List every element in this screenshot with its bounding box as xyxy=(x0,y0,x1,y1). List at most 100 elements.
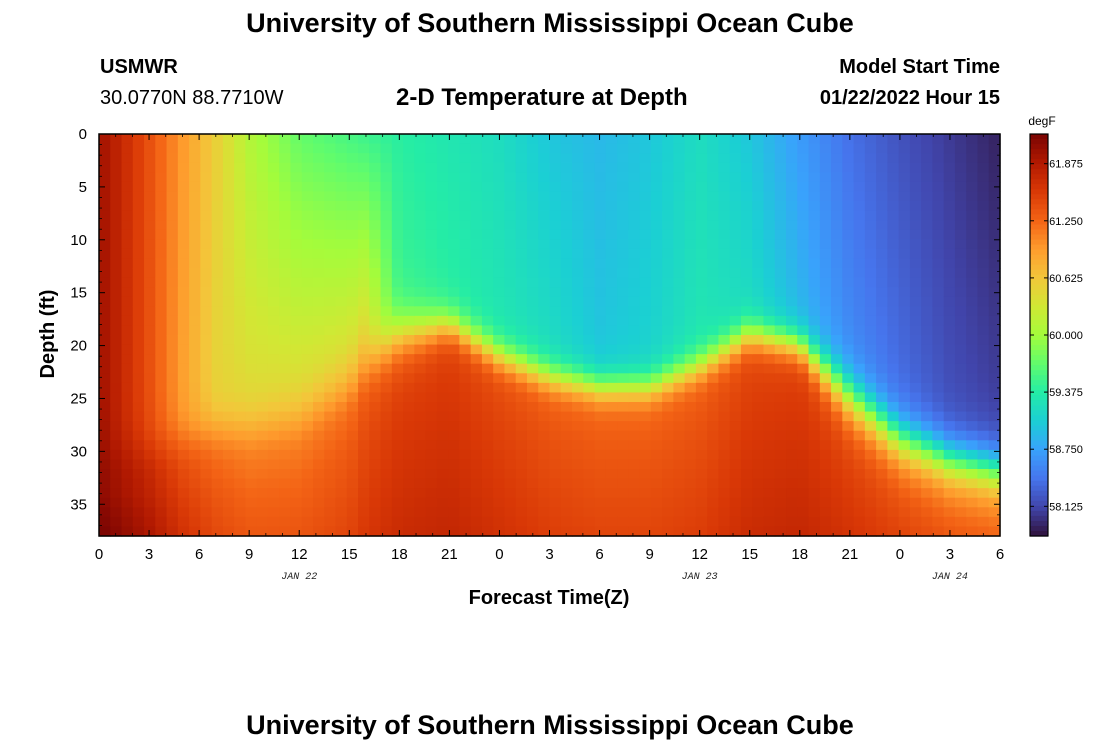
heatmap-cell xyxy=(493,181,506,193)
heatmap-cell xyxy=(470,229,483,240)
heatmap-cell xyxy=(763,507,776,518)
heatmap-cell xyxy=(921,229,934,240)
heatmap-cell xyxy=(301,478,314,489)
heatmap-cell xyxy=(279,296,292,307)
heatmap-cell xyxy=(515,296,528,307)
x-tick-label: 15 xyxy=(341,546,358,563)
heatmap-cell xyxy=(211,306,224,317)
heatmap-cell xyxy=(144,488,156,499)
heatmap-cell xyxy=(470,469,483,480)
heatmap-cell xyxy=(819,382,832,394)
heatmap-cell xyxy=(572,229,584,240)
heatmap-cell xyxy=(459,181,472,193)
heatmap-cell xyxy=(177,478,190,489)
heatmap-cell xyxy=(526,382,539,394)
heatmap-cell xyxy=(110,239,123,250)
heatmap-cell xyxy=(189,287,201,298)
heatmap-cell xyxy=(504,143,517,154)
heatmap-cell xyxy=(132,344,145,355)
heatmap-cell xyxy=(189,325,201,336)
colorbar-tick-label: 58.125 xyxy=(1049,501,1083,513)
heatmap-cell xyxy=(718,220,731,231)
heatmap-cell xyxy=(290,201,303,212)
heatmap-cell xyxy=(245,497,258,508)
heatmap-cell xyxy=(222,277,235,288)
heatmap-cell xyxy=(842,344,855,355)
heatmap-cell xyxy=(425,162,438,173)
heatmap-cell xyxy=(932,153,945,164)
heatmap-cell xyxy=(639,363,652,374)
heatmap-cell xyxy=(132,459,145,470)
heatmap-cell xyxy=(943,162,956,173)
heatmap-cell xyxy=(110,325,123,336)
heatmap-cell xyxy=(324,191,337,202)
heatmap-cell xyxy=(831,392,843,403)
heatmap-cell xyxy=(864,287,877,298)
heatmap-cell xyxy=(864,459,877,470)
heatmap-cell xyxy=(673,373,686,384)
heatmap-cell xyxy=(166,220,179,231)
colorbar-tick-label: 59.375 xyxy=(1049,387,1083,399)
heatmap-cell xyxy=(583,488,596,499)
heatmap-cell xyxy=(526,296,539,307)
heatmap-cell xyxy=(909,335,922,346)
heatmap-cell xyxy=(549,497,562,508)
heatmap-cell xyxy=(189,411,201,422)
heatmap-cell xyxy=(718,526,731,537)
heatmap-cell xyxy=(740,363,753,374)
heatmap-cell xyxy=(628,421,641,432)
heatmap-cell xyxy=(684,516,697,528)
heatmap-cell xyxy=(695,296,708,307)
heatmap-cell xyxy=(312,373,325,384)
heatmap-cell xyxy=(245,488,258,499)
heatmap-cell xyxy=(876,268,888,279)
heatmap-cell xyxy=(876,421,888,432)
heatmap-cell xyxy=(729,134,742,145)
heatmap-cell xyxy=(346,373,359,384)
heatmap-cell xyxy=(786,306,798,317)
heatmap-cell xyxy=(144,497,156,508)
heatmap-cell xyxy=(391,287,404,298)
heatmap-cell xyxy=(369,392,382,403)
heatmap-cell xyxy=(842,526,855,537)
heatmap-cell xyxy=(808,363,821,374)
heatmap-cell xyxy=(99,411,111,422)
heatmap-cell xyxy=(786,526,798,537)
heatmap-cell xyxy=(155,459,168,470)
heatmap-cell xyxy=(301,363,314,374)
heatmap-cell xyxy=(808,449,821,461)
x-tick-label: 3 xyxy=(145,546,153,563)
heatmap-cell xyxy=(234,210,247,221)
heatmap-cell xyxy=(234,516,247,528)
heatmap-cell xyxy=(729,478,742,489)
heatmap-cell xyxy=(887,325,900,336)
heatmap-cell xyxy=(707,172,720,183)
heatmap-cell xyxy=(459,411,472,422)
heatmap-cell xyxy=(819,201,832,212)
heatmap-cell xyxy=(842,402,855,413)
heatmap-cell xyxy=(977,134,990,145)
heatmap-cell xyxy=(279,478,292,489)
heatmap-cell xyxy=(121,172,134,183)
heatmap-cell xyxy=(752,172,765,183)
heatmap-cell xyxy=(988,239,1001,250)
heatmap-cell xyxy=(279,229,292,240)
heatmap-cell xyxy=(988,430,1001,441)
heatmap-cell xyxy=(864,392,877,403)
heatmap-cell xyxy=(752,516,765,528)
heatmap-cell xyxy=(245,382,258,394)
heatmap-cell xyxy=(110,430,123,441)
heatmap-cell xyxy=(526,344,539,355)
y-tick-label: 5 xyxy=(79,179,87,196)
heatmap-cell xyxy=(572,162,584,173)
heatmap-cell xyxy=(403,258,415,269)
heatmap-cell xyxy=(583,229,596,240)
footer-title: University of Southern Mississippi Ocean… xyxy=(246,710,854,740)
colorbar-segment xyxy=(1030,324,1048,331)
heatmap-cell xyxy=(887,268,900,279)
heatmap-cell xyxy=(301,201,314,212)
heatmap-cell xyxy=(572,459,584,470)
heatmap-cell xyxy=(639,526,652,537)
heatmap-cell xyxy=(448,191,460,202)
heatmap-cell xyxy=(876,507,888,518)
